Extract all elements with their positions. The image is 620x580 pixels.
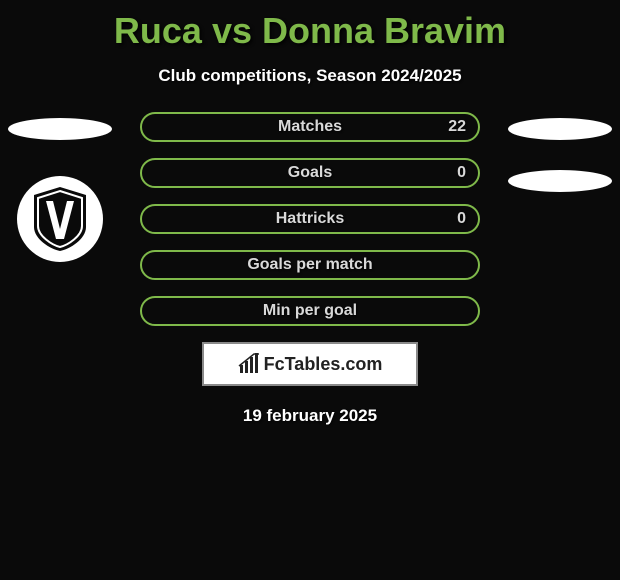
stat-label: Matches bbox=[278, 118, 342, 136]
page-title: Ruca vs Donna Bravim bbox=[0, 0, 620, 52]
placeholder-ellipse bbox=[8, 118, 112, 140]
bar-chart-icon bbox=[238, 353, 260, 375]
club-badge-left bbox=[17, 176, 103, 262]
stat-value-right: 0 bbox=[457, 210, 466, 228]
stats-rows: Matches 22 Goals 0 Hattricks 0 Goals per… bbox=[140, 112, 480, 326]
stat-value-right: 22 bbox=[448, 118, 466, 136]
brand-text: FcTables.com bbox=[264, 354, 383, 375]
stat-row-goals: Goals 0 bbox=[140, 158, 480, 188]
stat-row-matches: Matches 22 bbox=[140, 112, 480, 142]
stat-row-min-per-goal: Min per goal bbox=[140, 296, 480, 326]
placeholder-ellipse bbox=[508, 118, 612, 140]
comparison-layout: Matches 22 Goals 0 Hattricks 0 Goals per… bbox=[0, 112, 620, 426]
stat-label: Goals per match bbox=[247, 256, 372, 274]
stat-row-hattricks: Hattricks 0 bbox=[140, 204, 480, 234]
stat-label: Hattricks bbox=[276, 210, 344, 228]
brand-box: FcTables.com bbox=[202, 342, 418, 386]
stat-label: Goals bbox=[288, 164, 332, 182]
stat-label: Min per goal bbox=[263, 302, 357, 320]
footer-date: 19 february 2025 bbox=[0, 406, 620, 426]
stat-row-goals-per-match: Goals per match bbox=[140, 250, 480, 280]
right-badge-column bbox=[500, 112, 620, 192]
left-badge-column bbox=[0, 112, 120, 262]
shield-icon bbox=[28, 185, 92, 253]
placeholder-ellipse bbox=[508, 170, 612, 192]
stat-value-right: 0 bbox=[457, 164, 466, 182]
subtitle: Club competitions, Season 2024/2025 bbox=[0, 66, 620, 86]
